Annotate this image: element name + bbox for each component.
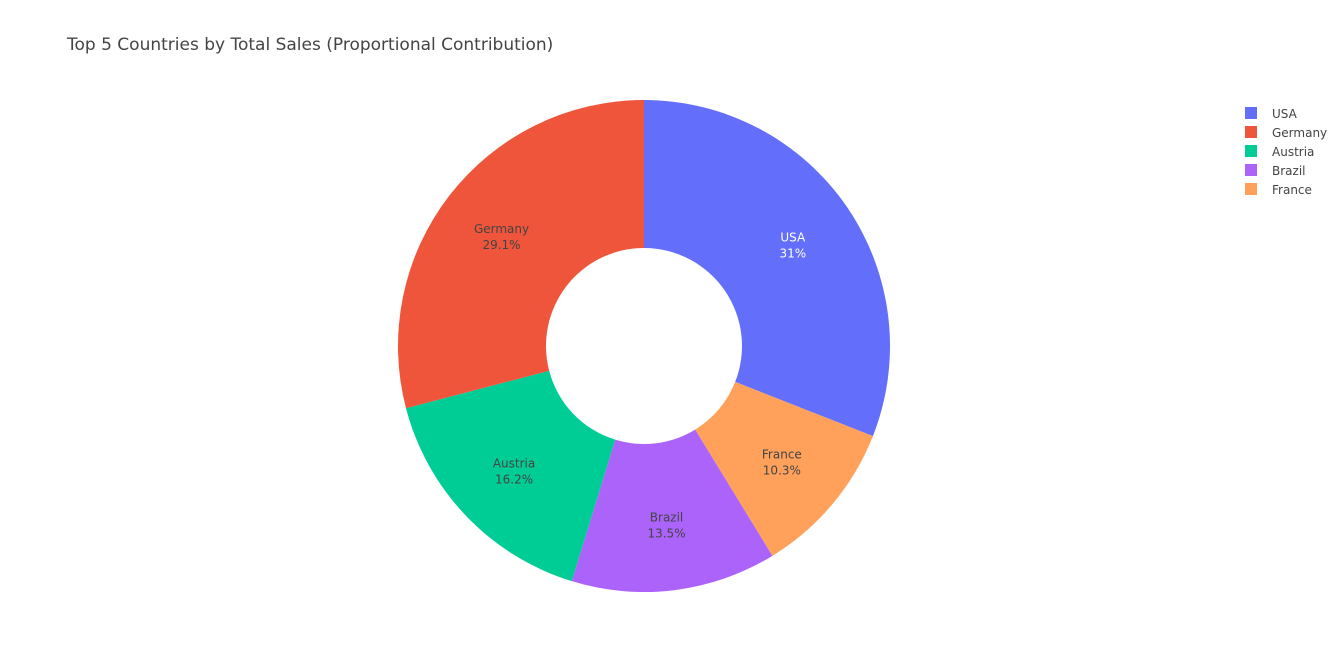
donut-slices xyxy=(397,99,891,592)
legend-label-usa: USA xyxy=(1272,107,1298,121)
legend-swatch-germany xyxy=(1245,126,1257,138)
slice-percent-germany: 29.1% xyxy=(482,238,520,252)
slice-percent-brazil: 13.5% xyxy=(647,527,685,541)
legend-item-austria[interactable]: Austria xyxy=(1245,145,1314,159)
legend-item-germany[interactable]: Germany xyxy=(1245,126,1327,140)
slice-name-usa: USA xyxy=(780,231,806,245)
slice-usa[interactable] xyxy=(644,100,891,437)
slice-austria[interactable] xyxy=(406,370,616,582)
slice-label-brazil: Brazil 13.5% xyxy=(647,511,685,541)
slice-name-germany: Germany xyxy=(474,222,529,236)
slice-label-germany: Germany 29.1% xyxy=(474,222,529,252)
legend[interactable]: USA Germany Austria Brazil France xyxy=(1245,107,1327,197)
legend-label-france: France xyxy=(1272,183,1312,197)
slice-percent-france: 10.3% xyxy=(763,464,801,478)
slice-name-france: France xyxy=(762,448,802,462)
slice-label-usa: USA 31% xyxy=(779,231,806,261)
legend-swatch-france xyxy=(1245,183,1257,195)
chart-title: Top 5 Countries by Total Sales (Proporti… xyxy=(66,35,553,55)
legend-swatch-austria xyxy=(1245,145,1257,157)
slice-label-austria: Austria 16.2% xyxy=(493,457,535,487)
legend-label-germany: Germany xyxy=(1272,126,1327,140)
slice-france[interactable] xyxy=(695,381,873,556)
legend-item-brazil[interactable]: Brazil xyxy=(1245,164,1306,178)
slice-name-austria: Austria xyxy=(493,457,535,471)
legend-label-austria: Austria xyxy=(1272,145,1314,159)
slice-percent-austria: 16.2% xyxy=(495,473,533,487)
slice-percent-usa: 31% xyxy=(779,247,806,261)
legend-item-usa[interactable]: USA xyxy=(1245,107,1298,121)
slice-germany[interactable] xyxy=(397,99,644,409)
legend-swatch-brazil xyxy=(1245,164,1257,176)
slice-labels: USA 31% France 10.3% Brazil 13.5% Austria 16.2%… xyxy=(474,222,806,541)
slice-brazil[interactable] xyxy=(571,429,773,592)
legend-label-brazil: Brazil xyxy=(1272,164,1306,178)
slice-name-brazil: Brazil xyxy=(650,511,684,525)
slice-label-france: France 10.3% xyxy=(762,448,802,478)
legend-item-france[interactable]: France xyxy=(1245,183,1312,197)
legend-swatch-usa xyxy=(1245,107,1257,119)
